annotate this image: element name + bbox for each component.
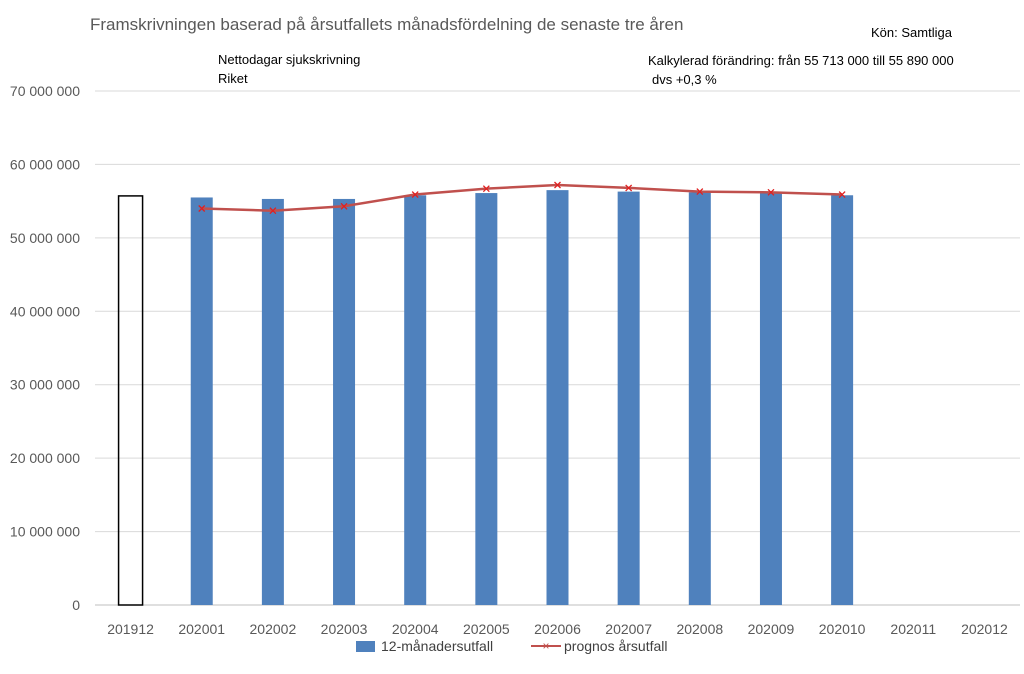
x-tick-label: 202007 bbox=[605, 621, 652, 637]
forecast-point bbox=[554, 181, 561, 189]
forecast-point bbox=[767, 188, 775, 196]
x-axis-ticks: 201912 202001 202002 202003 202004 202005 2020… bbox=[107, 621, 1008, 637]
y-tick-label: 40 000 000 bbox=[10, 303, 80, 319]
y-tick-label: 0 bbox=[72, 597, 80, 613]
x-tick-label: 202012 bbox=[961, 621, 1008, 637]
x-tick-label: 202011 bbox=[890, 621, 936, 637]
highlight-bar-outline bbox=[117, 195, 144, 606]
region-label: Riket bbox=[218, 71, 248, 86]
bar bbox=[475, 193, 498, 605]
y-tick-label: 60 000 000 bbox=[10, 156, 80, 172]
bar bbox=[759, 193, 782, 605]
forecast-point bbox=[482, 185, 490, 193]
x-tick-label: 202003 bbox=[321, 621, 368, 637]
y-tick-label: 20 000 000 bbox=[10, 450, 80, 466]
gender-label: Kön: Samtliga bbox=[871, 25, 953, 40]
bar bbox=[688, 192, 711, 605]
y-axis-ticks: 0 10 000 000 20 000 000 30 000 000 40 000 00… bbox=[10, 83, 80, 613]
legend-bar-label: 12-månadersutfall bbox=[381, 638, 493, 654]
bar bbox=[404, 195, 427, 606]
y-tick-label: 10 000 000 bbox=[10, 524, 80, 540]
y-tick-label: 50 000 000 bbox=[10, 230, 80, 246]
x-tick-label: 202001 bbox=[178, 621, 225, 637]
bars bbox=[117, 190, 854, 606]
x-tick-label: 201912 bbox=[107, 621, 154, 637]
forecast-point bbox=[198, 205, 206, 212]
x-tick-label: 202008 bbox=[676, 621, 723, 637]
x-tick-label: 202005 bbox=[463, 621, 510, 637]
chart-title: Framskrivningen baserad på årsutfallets … bbox=[90, 15, 683, 34]
forecast-point bbox=[411, 191, 419, 198]
y-tick-label: 30 000 000 bbox=[10, 377, 80, 393]
forecast-point bbox=[838, 191, 846, 198]
x-tick-label: 202002 bbox=[250, 621, 297, 637]
bar bbox=[190, 197, 213, 605]
x-tick-label: 202010 bbox=[819, 621, 866, 637]
bar bbox=[617, 191, 640, 605]
x-tick-label: 202006 bbox=[534, 621, 581, 637]
bar bbox=[831, 195, 854, 606]
legend: 12-månadersutfall × prognos årsutfall bbox=[356, 638, 668, 654]
forecast-point bbox=[340, 202, 348, 210]
y-tick-label: 70 000 000 bbox=[10, 83, 80, 99]
x-tick-label: 202004 bbox=[392, 621, 439, 637]
legend-line-label: prognos årsutfall bbox=[564, 638, 668, 654]
legend-bar-swatch bbox=[356, 641, 375, 652]
measure-label: Nettodagar sjukskrivning bbox=[218, 52, 360, 67]
legend-line-marker: × bbox=[542, 639, 549, 653]
forecast-point bbox=[269, 207, 277, 215]
bar bbox=[546, 190, 569, 605]
forecast-point bbox=[696, 188, 704, 196]
bar bbox=[333, 198, 356, 605]
x-tick-label: 202009 bbox=[748, 621, 795, 637]
forecast-line bbox=[198, 181, 846, 215]
change-percent-label: dvs +0,3 % bbox=[652, 72, 717, 87]
change-label: Kalkylerad förändring: från 55 713 000 t… bbox=[648, 53, 954, 68]
forecast-point bbox=[625, 184, 633, 192]
bar bbox=[261, 198, 284, 605]
forecast-line-path bbox=[201, 183, 843, 212]
